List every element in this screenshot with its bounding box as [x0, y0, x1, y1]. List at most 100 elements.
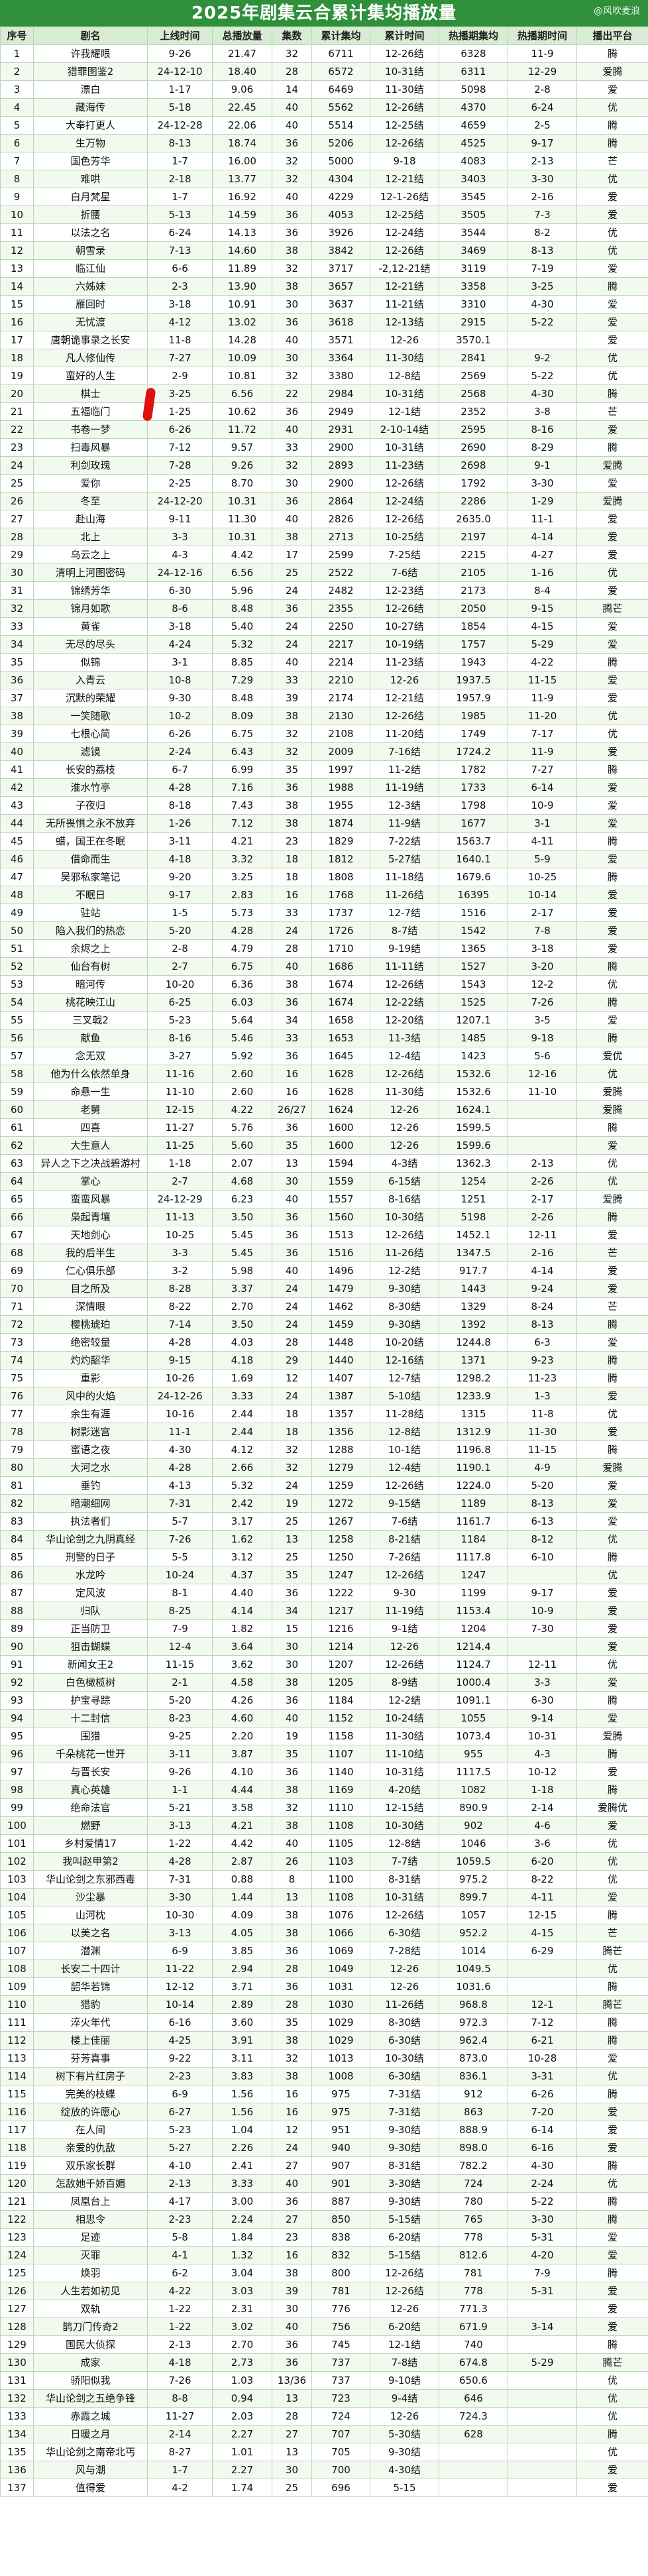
table-row: 27 赴山海 9-11 11.30 40 2826 12-26结 2635.0 11-1 爱: [0, 510, 648, 528]
table-cell: 94: [0, 1709, 34, 1727]
drama-name-cell: 无所畏惧之永不放弃: [33, 814, 148, 833]
drama-name-cell: 刑警的日子: [33, 1548, 148, 1566]
table-cell: 爱: [576, 1136, 648, 1155]
table-cell: 1448: [311, 1333, 370, 1352]
table-cell: 6-9: [147, 1942, 213, 1960]
drama-name-cell: 长安二十四计: [33, 1960, 148, 1978]
table-cell: 48: [0, 886, 34, 904]
drama-name-cell: 山河枕: [33, 1906, 148, 1924]
table-cell: 28: [272, 2407, 312, 2426]
table-cell: 3-13: [147, 1924, 213, 1942]
table-cell: 32: [272, 1440, 312, 1459]
table-cell: 4.22: [212, 1100, 272, 1119]
table-cell: 1440: [311, 1351, 370, 1370]
table-cell: 优: [576, 2389, 648, 2408]
table-cell: [508, 2407, 577, 2426]
table-cell: 24-12-28: [147, 116, 213, 135]
table-cell: 1153.4: [439, 1602, 508, 1620]
table-cell: 12-26结: [370, 2264, 439, 2282]
table-cell: 30: [272, 1172, 312, 1191]
drama-name-cell: 余烬之上: [33, 939, 148, 958]
table-cell: 1105: [311, 1834, 370, 1853]
drama-name-cell: 藏海传: [33, 98, 148, 117]
table-cell: 16: [272, 886, 312, 904]
drama-name-cell: 书卷一梦: [33, 420, 148, 439]
table-cell: 4-2: [147, 2479, 213, 2497]
table-row: 80 大河之水 4-28 2.66 32 1279 12-4结 1190.1 4-9 爱腾: [0, 1458, 648, 1477]
table-cell: 7-26: [147, 2371, 213, 2390]
table-cell: 11-15: [508, 671, 577, 689]
table-cell: 19: [272, 1727, 312, 1745]
table-cell: 134: [0, 2425, 34, 2443]
table-cell: 700: [311, 2461, 370, 2479]
table-cell: 5.92: [212, 1047, 272, 1065]
table-cell: 10-30结: [370, 2049, 439, 2068]
table-cell: 爱: [576, 814, 648, 833]
table-cell: 975.2: [439, 1870, 508, 1889]
table-cell: 6572: [311, 62, 370, 81]
table-cell: 11-30结: [370, 349, 439, 367]
table-row: 54 桃花映江山 6-25 6.03 36 1674 12-22结 1525 7-26 腾: [0, 993, 648, 1012]
table-cell: 8-12: [508, 1530, 577, 1549]
table-row: 101 乡村爱情17 1-22 4.42 40 1105 12-8结 1046 3-6 优: [0, 1834, 648, 1853]
table-cell: 24: [272, 1297, 312, 1316]
table-cell: 4-10: [147, 2156, 213, 2175]
table-cell: 4083: [439, 152, 508, 170]
table-cell: 3842: [311, 241, 370, 260]
table-row: 57 念无双 3-27 5.92 36 1645 12-4结 1423 5-6 爱优: [0, 1047, 648, 1065]
table-cell: 爱: [576, 1619, 648, 1638]
table-cell: 7.16: [212, 778, 272, 797]
table-cell: 36: [272, 1977, 312, 1996]
table-cell: 3570.1: [439, 331, 508, 349]
table-cell: 696: [311, 2479, 370, 2497]
table-cell: 64: [0, 1172, 34, 1191]
table-cell: 3.33: [212, 2174, 272, 2193]
table-row: 48 不眠日 9-17 2.83 16 1768 11-26结 16395 10-14 爱: [0, 886, 648, 904]
table-cell: 61: [0, 1118, 34, 1137]
table-cell: 1679.6: [439, 868, 508, 886]
drama-name-cell: 华山论剑之东邪西毒: [33, 1870, 148, 1889]
drama-name-cell: 白色橄榄树: [33, 1673, 148, 1692]
table-cell: 13: [272, 1530, 312, 1549]
table-cell: 2.70: [212, 1297, 272, 1316]
table-cell: 35: [272, 1566, 312, 1584]
table-cell: 3.32: [212, 850, 272, 868]
drama-name-cell: 重影: [33, 1369, 148, 1387]
table-cell: 123: [0, 2228, 34, 2247]
table-cell: 1362.3: [439, 1154, 508, 1173]
table-cell: 3-11: [147, 1745, 213, 1763]
table-cell: 12-26: [370, 1118, 439, 1137]
table-cell: 27: [272, 2156, 312, 2175]
col-header: 集数: [272, 27, 312, 45]
table-cell: 36: [272, 313, 312, 331]
table-cell: 16: [272, 2246, 312, 2264]
table-cell: 6-16: [147, 2013, 213, 2032]
table-cell: 爱: [576, 205, 648, 224]
table-cell: 5-31: [508, 2282, 577, 2300]
table-cell: 20: [0, 384, 34, 403]
table-cell: 腾: [576, 438, 648, 457]
table-row: 84 华山论剑之九阴真经 7-26 1.62 13 1258 8-21结 1184 8-12 优: [0, 1530, 648, 1549]
table-cell: 1214.4: [439, 1637, 508, 1656]
table-cell: 2108: [311, 725, 370, 743]
table-cell: 8-25: [147, 1602, 213, 1620]
table-cell: 7-9: [508, 2264, 577, 2282]
col-header: 累计时间: [370, 27, 439, 45]
table-cell: 12-7结: [370, 904, 439, 922]
table-cell: 芒: [576, 1244, 648, 1262]
table-cell: 8.09: [212, 707, 272, 725]
table-cell: 1757: [439, 635, 508, 654]
col-header: 累计集均: [311, 27, 370, 45]
table-cell: 24: [272, 921, 312, 940]
drama-name-cell: 献鱼: [33, 1029, 148, 1047]
table-cell: 11-9结: [370, 814, 439, 833]
table-cell: 7-28结: [370, 1942, 439, 1960]
drama-name-cell: 执法者们: [33, 1512, 148, 1531]
table-cell: 腾: [576, 760, 648, 779]
table-cell: 3-25: [147, 384, 213, 403]
table-cell: 7.43: [212, 796, 272, 815]
table-cell: 10-31结: [370, 1888, 439, 1906]
table-cell: 1207: [311, 1655, 370, 1674]
table-cell: 3403: [439, 170, 508, 188]
table-cell: 腾: [576, 1029, 648, 1047]
